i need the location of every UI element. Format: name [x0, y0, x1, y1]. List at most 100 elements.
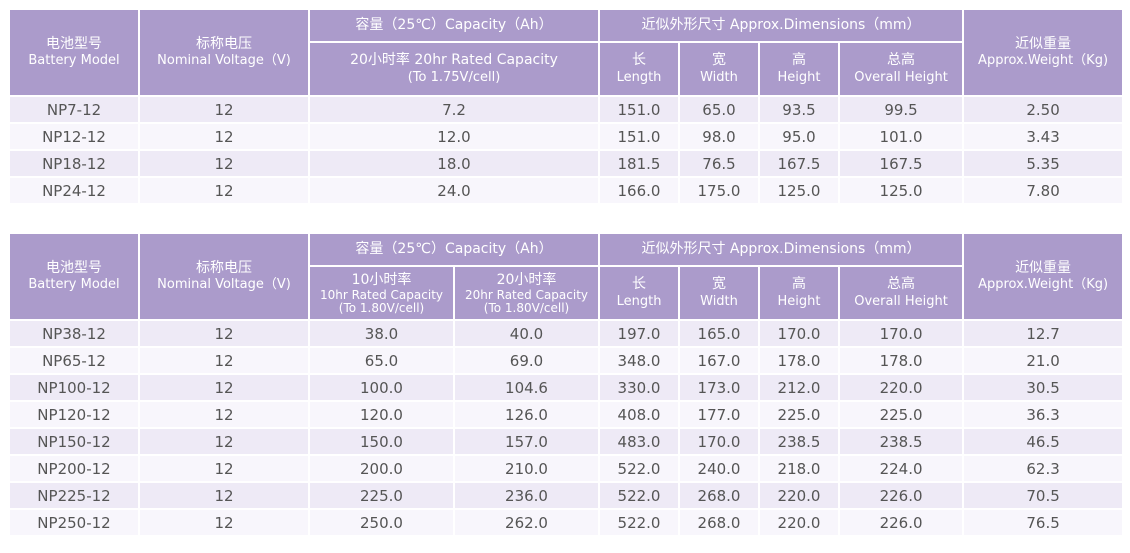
header-20hr-capacity-zh: 20小时率 [496, 271, 557, 288]
header-approx-weight: 近似重量 Approx.Weight（Kg) [964, 10, 1123, 95]
cell-width: 268.0 [680, 510, 759, 535]
cell-capacity-20hr: 262.0 [455, 510, 599, 535]
cell-model: NP7-12 [10, 97, 138, 122]
header-overall-height-zh: 总高 [887, 276, 916, 293]
cell-weight: 2.50 [964, 97, 1123, 122]
header-10hr-capacity: 10小时率 10hr Rated Capacity (To 1.80V/cell… [310, 267, 453, 319]
header-20hr-capacity-line1: 20小时率 20hr Rated Capacity [350, 52, 558, 69]
cell-model: NP250-12 [10, 510, 138, 535]
cell-voltage: 12 [140, 483, 308, 508]
cell-capacity-20hr: 236.0 [455, 483, 599, 508]
cell-overall-height: 224.0 [840, 456, 963, 481]
cell-overall-height: 101.0 [840, 124, 963, 149]
cell-weight: 70.5 [964, 483, 1123, 508]
table-row: NP38-12 12 38.0 40.0 197.0 165.0 170.0 1… [10, 321, 1123, 346]
header-length: 长 Length [600, 43, 678, 95]
header-20hr-capacity: 20小时率 20hr Rated Capacity (To 1.80V/cell… [455, 267, 599, 319]
cell-overall-height: 167.5 [840, 151, 963, 176]
cell-length: 166.0 [600, 178, 678, 203]
cell-width: 165.0 [680, 321, 759, 346]
cell-height: 218.0 [760, 456, 839, 481]
cell-weight: 30.5 [964, 375, 1123, 400]
header-width-en: Width [700, 293, 738, 309]
header-width-en: Width [700, 69, 738, 85]
cell-capacity-20hr: 18.0 [310, 151, 598, 176]
header-10hr-capacity-zh: 10小时率 [351, 271, 412, 288]
cell-weight: 3.43 [964, 124, 1123, 149]
cell-capacity-20hr: 210.0 [455, 456, 599, 481]
header-20hr-capacity: 20小时率 20hr Rated Capacity (To 1.75V/cell… [310, 43, 598, 95]
header-height-en: Height [777, 69, 821, 85]
cell-height: 225.0 [760, 402, 839, 427]
cell-capacity-10hr: 150.0 [310, 429, 453, 454]
header-approx-weight-zh: 近似重量 [1015, 35, 1072, 52]
cell-overall-height: 226.0 [840, 510, 963, 535]
cell-width: 170.0 [680, 429, 759, 454]
table-row: NP65-12 12 65.0 69.0 348.0 167.0 178.0 1… [10, 348, 1123, 373]
cell-length: 522.0 [600, 456, 679, 481]
spec-table-20hr: 电池型号 Battery Model 标称电压 Nominal Voltage（… [8, 8, 1124, 205]
header-battery-model-zh: 电池型号 [46, 35, 102, 52]
cell-voltage: 12 [140, 510, 308, 535]
cell-weight: 12.7 [964, 321, 1123, 346]
cell-overall-height: 99.5 [840, 97, 963, 122]
cell-overall-height: 170.0 [840, 321, 963, 346]
cell-width: 240.0 [680, 456, 759, 481]
cell-model: NP18-12 [10, 151, 138, 176]
cell-capacity-20hr: 157.0 [455, 429, 599, 454]
cell-capacity-10hr: 250.0 [310, 510, 453, 535]
cell-width: 98.0 [680, 124, 758, 149]
table-row: NP7-12 12 7.2 151.0 65.0 93.5 99.5 2.50 [10, 97, 1123, 122]
cell-height: 212.0 [760, 375, 839, 400]
header-capacity-group: 容量（25℃）Capacity（Ah） [310, 10, 598, 41]
cell-height: 170.0 [760, 321, 839, 346]
cell-capacity-10hr: 120.0 [310, 402, 453, 427]
cell-model: NP12-12 [10, 124, 138, 149]
header-nominal-voltage-zh: 标称电压 [196, 35, 252, 52]
header-height: 高 Height [760, 267, 839, 319]
cell-capacity-10hr: 200.0 [310, 456, 453, 481]
header-height-en: Height [777, 293, 821, 309]
cell-width: 175.0 [680, 178, 758, 203]
header-battery-model: 电池型号 Battery Model [10, 234, 138, 319]
header-width-zh: 宽 [712, 52, 726, 69]
cell-length: 522.0 [600, 483, 679, 508]
cell-capacity-10hr: 100.0 [310, 375, 453, 400]
cell-width: 173.0 [680, 375, 759, 400]
cell-length: 181.5 [600, 151, 678, 176]
cell-length: 522.0 [600, 510, 679, 535]
cell-capacity-20hr: 24.0 [310, 178, 598, 203]
cell-length: 330.0 [600, 375, 679, 400]
header-length-en: Length [616, 293, 662, 309]
cell-height: 95.0 [760, 124, 838, 149]
header-20hr-capacity-en: 20hr Rated Capacity [465, 288, 589, 303]
table-row: NP200-12 12 200.0 210.0 522.0 240.0 218.… [10, 456, 1123, 481]
table-row: NP250-12 12 250.0 262.0 522.0 268.0 220.… [10, 510, 1123, 535]
cell-overall-height: 238.5 [840, 429, 963, 454]
cell-model: NP38-12 [10, 321, 138, 346]
cell-voltage: 12 [140, 151, 308, 176]
cell-width: 65.0 [680, 97, 758, 122]
header-nominal-voltage: 标称电压 Nominal Voltage（V) [140, 10, 308, 95]
header-dimensions-group: 近似外形尺寸 Approx.Dimensions（mm） [600, 10, 963, 41]
cell-length: 151.0 [600, 97, 678, 122]
header-width: 宽 Width [680, 43, 758, 95]
cell-voltage: 12 [140, 178, 308, 203]
cell-capacity-10hr: 225.0 [310, 483, 453, 508]
header-width: 宽 Width [680, 267, 759, 319]
header-nominal-voltage-en: Nominal Voltage（V) [157, 277, 291, 293]
table-row: NP150-12 12 150.0 157.0 483.0 170.0 238.… [10, 429, 1123, 454]
cell-weight: 36.3 [964, 402, 1123, 427]
cell-capacity-20hr: 104.6 [455, 375, 599, 400]
cell-voltage: 12 [140, 402, 308, 427]
cell-overall-height: 225.0 [840, 402, 963, 427]
table-row: NP120-12 12 120.0 126.0 408.0 177.0 225.… [10, 402, 1123, 427]
cell-height: 178.0 [760, 348, 839, 373]
header-approx-weight: 近似重量 Approx.Weight（Kg) [964, 234, 1123, 319]
cell-height: 238.5 [760, 429, 839, 454]
header-approx-weight-zh: 近似重量 [1015, 259, 1072, 276]
header-battery-model: 电池型号 Battery Model [10, 10, 138, 95]
cell-voltage: 12 [140, 429, 308, 454]
header-height-zh: 高 [792, 276, 807, 293]
cell-height: 93.5 [760, 97, 838, 122]
